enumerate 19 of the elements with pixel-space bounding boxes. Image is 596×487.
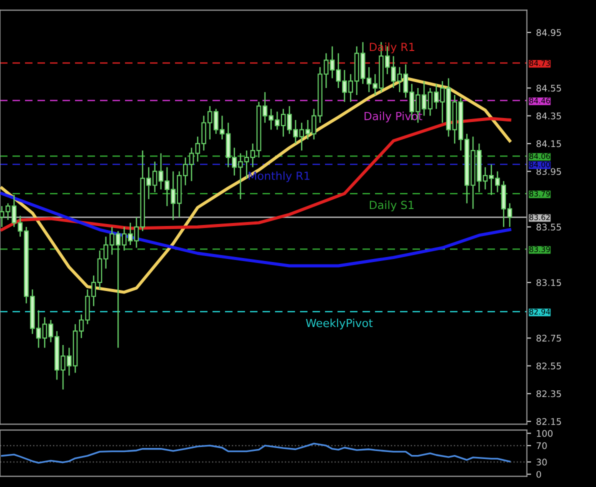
y-tick-label: 84.35 [536,112,561,120]
y-tick-label: 70 [536,442,547,450]
y-tick-label: 82.55 [536,362,561,370]
y-tick-label: 84.95 [536,29,561,36]
annotation: Daily S1 [370,200,414,212]
y-tick-label: 0 [536,470,542,478]
y-tick-label: 82.75 [536,334,561,342]
y-tick-label: 30 [536,458,547,466]
y-tick-label: 82.15 [536,418,561,425]
y-tick-label: 100 [536,430,553,437]
y-tick-label: 84.15 [536,140,561,148]
y-tick-label: 84.55 [536,84,561,92]
y-tick-label: 82.35 [536,390,561,398]
y-tick-label: 83.15 [536,279,561,286]
line-series [0,192,512,268]
annotation: WeeklyPivot [306,318,373,330]
y-tick-label: 83.55 [536,224,561,230]
line-series [1,442,511,464]
annotation: Monthly R1 [248,171,310,182]
